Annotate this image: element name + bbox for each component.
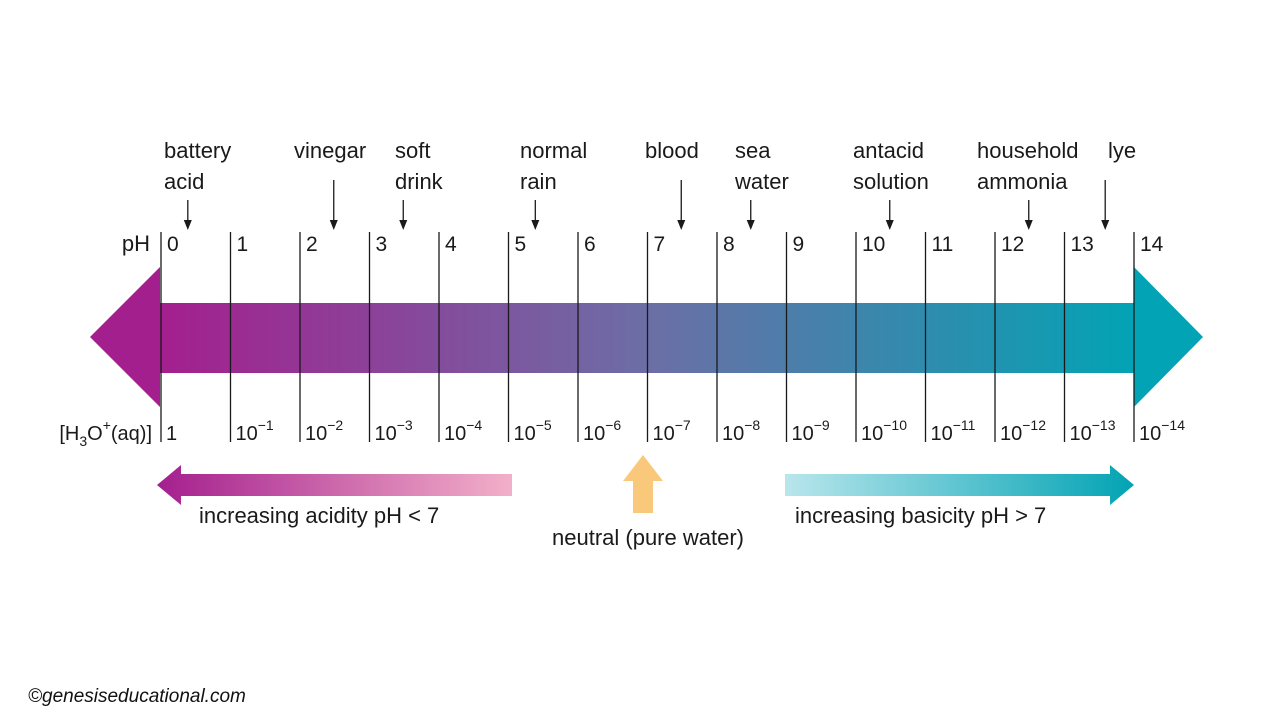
ph-value: 6: [584, 233, 596, 256]
ph-value: 5: [515, 233, 527, 256]
substance-label: battery acid: [164, 138, 231, 194]
ph-row-label: pH: [122, 231, 150, 256]
concentration-value: 10−1: [236, 417, 274, 445]
substance-marker: blood: [645, 138, 699, 230]
substance-marker: household ammonia: [977, 138, 1079, 230]
ph-value: 3: [376, 233, 388, 256]
substance-label: lye: [1108, 138, 1136, 163]
substance-marker: battery acid: [164, 138, 231, 230]
substance-label: blood: [645, 138, 699, 163]
ph-value: 4: [445, 233, 457, 256]
concentration-value: 10−3: [375, 417, 413, 445]
ph-value: 14: [1140, 233, 1164, 256]
concentration-value: 10−2: [305, 417, 343, 445]
substance-marker: normal rain: [520, 138, 587, 230]
copyright-credit: ©genesiseducational.com: [28, 686, 246, 707]
substance-marker: antacid solution: [853, 138, 929, 230]
substance-marker: vinegar: [294, 138, 366, 230]
basicity-label: increasing basicity pH > 7: [795, 503, 1046, 528]
substance-marker: sea water: [734, 138, 789, 230]
concentration-value: 10−5: [514, 417, 552, 445]
ph-value: 1: [237, 233, 249, 256]
ph-value: 2: [306, 233, 318, 256]
concentration-value: 10−4: [444, 417, 482, 445]
pointer-arrowhead-icon: [677, 220, 686, 230]
substance-label: household ammonia: [977, 138, 1079, 194]
ph-value: 10: [862, 233, 885, 256]
pointer-arrowhead-icon: [885, 220, 894, 230]
acid-arrowhead: [90, 267, 160, 407]
neutral-label: neutral (pure water): [552, 525, 744, 550]
basicity-arrow: [785, 465, 1134, 505]
concentration-value: 10−10: [861, 417, 907, 445]
ph-value: 12: [1001, 233, 1024, 256]
base-arrowhead: [1134, 267, 1203, 407]
acidity-arrow: [157, 465, 512, 505]
concentration-value: 1: [166, 423, 177, 445]
concentration-value: 10−12: [1000, 417, 1046, 445]
concentration-value: 10−13: [1070, 417, 1116, 445]
ph-value: 0: [167, 233, 179, 256]
neutral-arrow: [623, 455, 663, 513]
substance-labels: battery acid vinegar soft drink normal rain blo…: [164, 138, 1136, 230]
acidity-label: increasing acidity pH < 7: [199, 503, 439, 528]
substance-label: antacid solution: [853, 138, 929, 194]
ph-gradient-arrow: [90, 267, 1203, 407]
pointer-arrowhead-icon: [1024, 220, 1033, 230]
pointer-arrowhead-icon: [399, 220, 408, 230]
pointer-arrowhead-icon: [1101, 220, 1110, 230]
concentration-value: 10−6: [583, 417, 621, 445]
ph-numbers: 0 1 2 3 4 5 6 7 8 9 10 11 12 13 14: [167, 233, 1164, 256]
ph-value: 8: [723, 233, 735, 256]
ph-value: 9: [793, 233, 805, 256]
concentration-value: 10−9: [792, 417, 830, 445]
ph-value: 13: [1071, 233, 1094, 256]
concentration-value: 10−14: [1139, 417, 1185, 445]
ph-value: 11: [932, 233, 954, 256]
substance-marker: lye: [1101, 138, 1136, 230]
substance-label: normal rain: [520, 138, 587, 194]
concentration-value: 10−7: [653, 417, 691, 445]
concentration-row-label: [H3O+(aq)]: [59, 417, 152, 449]
pointer-arrowhead-icon: [531, 220, 540, 230]
pointer-arrowhead-icon: [183, 220, 192, 230]
pointer-arrowhead-icon: [746, 220, 755, 230]
concentration-labels: 1 10−1 10−2 10−3 10−4 10−5 10−6 10−7 10−8 10−9 10−…: [166, 417, 1185, 445]
concentration-value: 10−11: [931, 417, 976, 445]
substance-label: soft drink: [395, 138, 444, 194]
ph-value: 7: [654, 233, 666, 256]
substance-label: sea water: [734, 138, 789, 194]
tick-lines: [160, 232, 1135, 442]
pointer-arrowhead-icon: [329, 220, 338, 230]
substance-marker: soft drink: [395, 138, 444, 230]
concentration-value: 10−8: [722, 417, 760, 445]
substance-label: vinegar: [294, 138, 366, 163]
